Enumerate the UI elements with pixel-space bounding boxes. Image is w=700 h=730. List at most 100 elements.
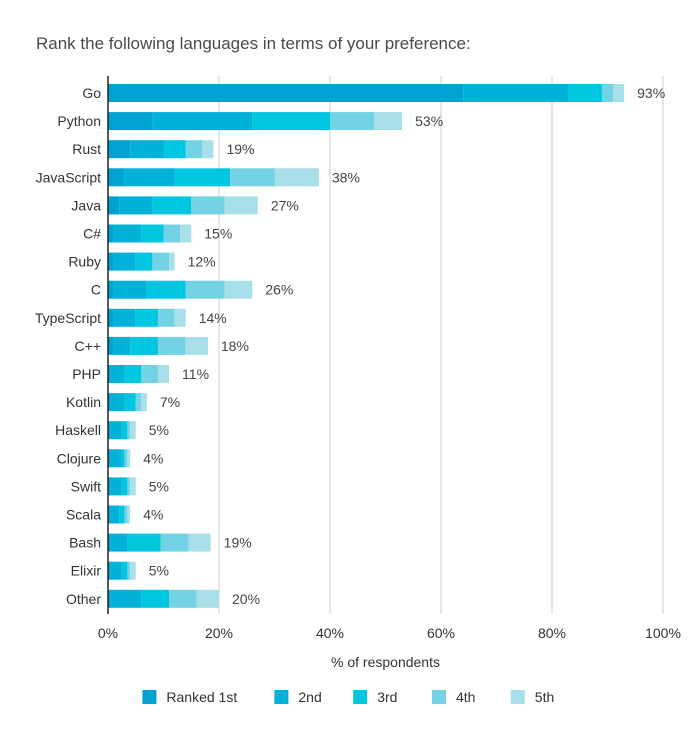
bar-scala-ranked-1st (108, 505, 111, 524)
bar-go-4th (601, 84, 614, 102)
bar-rust-ranked-1st (108, 140, 131, 159)
bar-haskell-4th (127, 421, 131, 440)
bar-typescript-ranked-1st (108, 308, 114, 327)
category-label-kotlin: Kotlin (66, 394, 101, 410)
total-label-ruby: 12% (188, 254, 216, 270)
bar-csharp-5th (180, 224, 192, 243)
label-layer: Go 93% Python 53% Rust 19% JavaScript 38% Java 27… (35, 85, 665, 607)
total-label-clojure: 4% (143, 450, 163, 466)
bar-java-4th (191, 196, 225, 215)
bar-python-2nd (152, 112, 253, 131)
legend-swatch-ranked-1st (142, 690, 157, 704)
total-label-php: 11% (182, 366, 209, 382)
category-label-typescript: TypeScript (35, 310, 101, 326)
bar-php-ranked-1st (108, 365, 111, 383)
bar-javascript-3rd (174, 168, 231, 187)
legend-label-5th: 5th (535, 689, 554, 705)
bar-go-2nd (463, 84, 569, 102)
total-label-python: 53% (415, 113, 443, 129)
bar-clojure-ranked-1st (108, 449, 111, 468)
bar-cplusplus-5th (185, 336, 208, 355)
bar-ruby-2nd (113, 252, 136, 271)
bar-python-5th (374, 112, 403, 131)
category-label-scala: Scala (66, 507, 101, 523)
category-label-javascript: JavaScript (36, 169, 101, 185)
legend: Ranked 1st 2nd 3rd 4th 5th (142, 689, 554, 705)
total-label-haskell: 5% (149, 422, 169, 438)
x-tick-label-0: 0% (98, 625, 118, 641)
category-label-php: PHP (72, 366, 101, 382)
bar-bash-3rd (127, 533, 161, 552)
total-label-javascript: 38% (332, 169, 360, 185)
bar-csharp-4th (163, 224, 181, 243)
x-axis-title: % of respondents (331, 654, 440, 670)
category-label-java: Java (71, 197, 101, 213)
bar-php-3rd (124, 365, 142, 383)
bar-csharp-ranked-1st (108, 224, 114, 243)
category-label-bash: Bash (69, 535, 101, 551)
bar-typescript-5th (174, 308, 186, 327)
bar-c-ranked-1st (108, 280, 114, 299)
bar-cplusplus-4th (157, 336, 186, 355)
category-label-ruby: Ruby (68, 254, 101, 270)
total-label-java: 27% (271, 197, 299, 213)
total-label-scala: 4% (143, 507, 163, 523)
bar-kotlin-ranked-1st (108, 393, 111, 412)
bar-go-5th (613, 84, 625, 102)
bar-clojure-5th (127, 449, 131, 468)
bar-javascript-4th (230, 168, 275, 187)
x-tick-label-60: 60% (427, 625, 455, 641)
bar-csharp-3rd (141, 224, 164, 243)
bar-rust-4th (185, 140, 203, 159)
bar-php-5th (157, 365, 170, 383)
category-label-rust: Rust (72, 141, 101, 157)
total-label-bash: 19% (224, 535, 252, 551)
bar-bash-ranked-1st (108, 533, 111, 552)
total-label-c: 26% (265, 282, 293, 298)
category-label-csharp: C# (83, 226, 101, 242)
legend-label-2nd: 2nd (298, 689, 321, 705)
bar-c-2nd (113, 280, 147, 299)
bar-kotlin-5th (141, 393, 147, 412)
total-label-go: 93% (637, 85, 665, 101)
bar-haskell-ranked-1st (108, 421, 111, 440)
bar-haskell-3rd (121, 421, 128, 440)
bar-go-ranked-1st (108, 84, 464, 102)
x-tick-label-20: 20% (205, 625, 233, 641)
bar-elixir-5th (130, 561, 136, 580)
bar-php-2nd (110, 365, 125, 383)
bar-clojure-4th (124, 449, 128, 468)
bar-ruby-5th (169, 252, 175, 271)
bar-typescript-4th (157, 308, 175, 327)
bar-ruby-ranked-1st (108, 252, 114, 271)
bar-java-2nd (119, 196, 153, 215)
bar-python-4th (330, 112, 375, 131)
bar-rust-3rd (163, 140, 186, 159)
category-label-go: Go (82, 85, 101, 101)
bar-kotlin-4th (135, 393, 142, 412)
bar-python-3rd (252, 112, 330, 131)
bar-elixir-3rd (121, 561, 128, 580)
bar-c-4th (185, 280, 225, 299)
bar-other-5th (196, 589, 219, 608)
bar-ruby-4th (152, 252, 170, 271)
category-label-elixir: Elixir (71, 563, 102, 579)
bar-java-5th (224, 196, 258, 215)
total-label-typescript: 14% (199, 310, 227, 326)
legend-swatch-5th (510, 690, 525, 704)
bar-scala-2nd (110, 505, 120, 524)
legend-label-ranked-1st: Ranked 1st (166, 689, 237, 705)
grid-layer (218, 76, 664, 614)
bar-haskell-2nd (110, 421, 122, 440)
category-label-cplusplus: C++ (75, 338, 101, 354)
x-tick-label-100: 100% (645, 625, 681, 641)
total-label-cplusplus: 18% (221, 338, 249, 354)
bar-swift-3rd (121, 477, 128, 496)
category-label-swift: Swift (71, 478, 101, 494)
bar-scala-3rd (119, 505, 125, 524)
bar-java-ranked-1st (108, 196, 120, 215)
category-label-clojure: Clojure (57, 450, 102, 466)
bar-javascript-2nd (124, 168, 175, 187)
bar-other-4th (169, 589, 197, 608)
